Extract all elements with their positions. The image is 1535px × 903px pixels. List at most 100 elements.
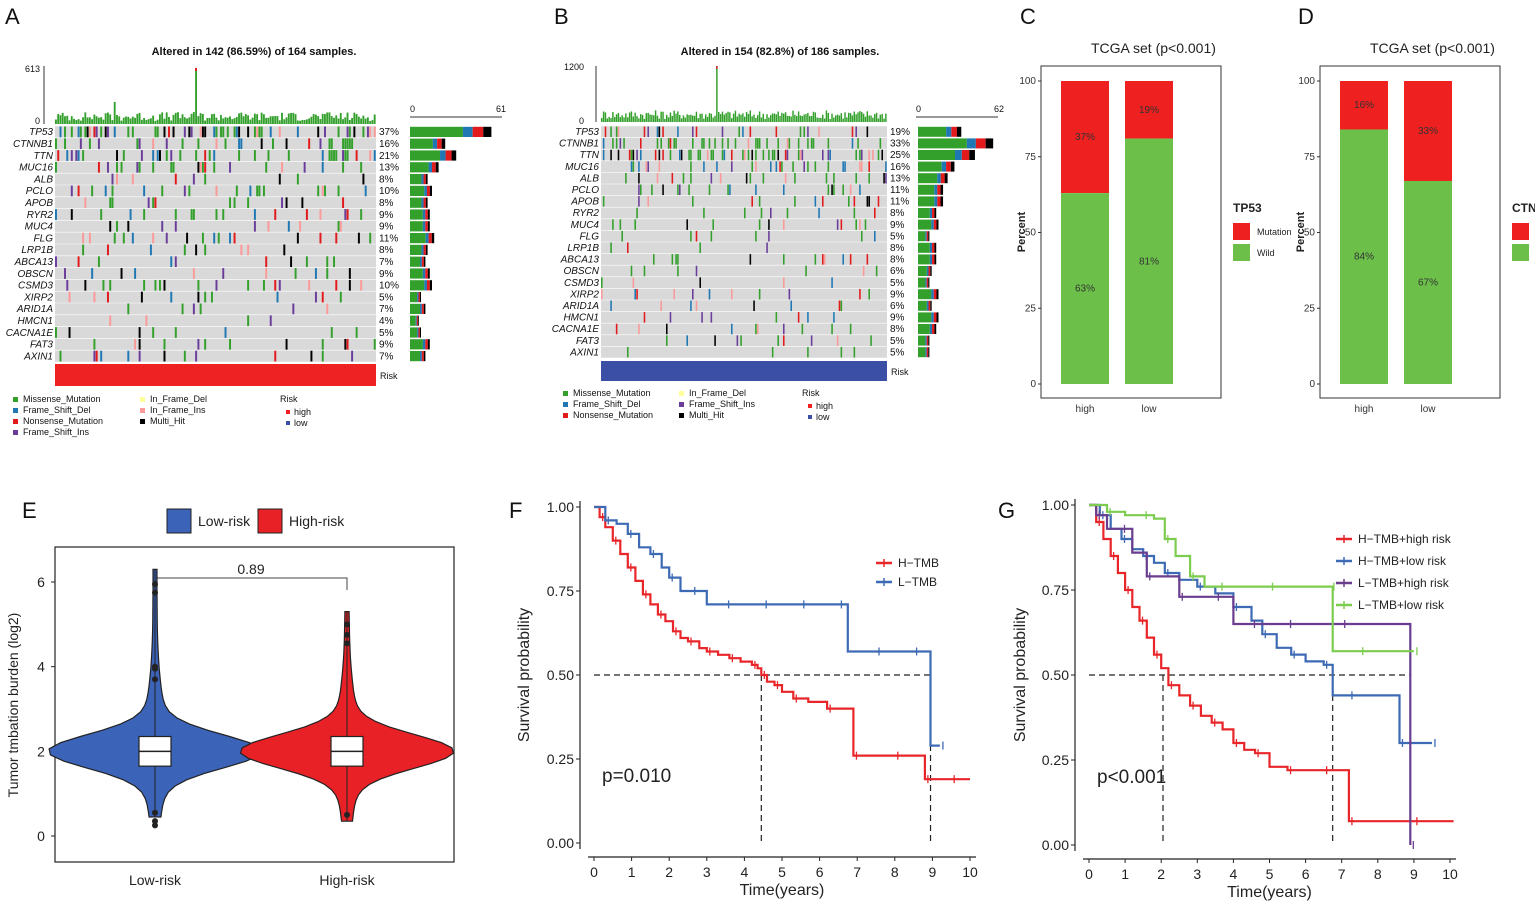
gene-count-multihit	[419, 327, 421, 338]
mutation-cell	[634, 219, 636, 230]
gene-count-nonsense	[932, 208, 935, 218]
gene-label: FLG	[34, 233, 54, 244]
tmb-bar	[149, 118, 152, 124]
tmb-bar	[686, 114, 688, 122]
mutation-cell	[88, 126, 91, 138]
gene-count-multihit	[928, 347, 930, 358]
mutation-cell	[276, 291, 279, 303]
mutation-cell	[233, 232, 236, 244]
legend-label: In_Frame_Del	[689, 388, 746, 398]
mutation-cell	[833, 172, 835, 184]
mutation-cell	[91, 185, 94, 197]
gene-count-multihit	[928, 277, 930, 288]
km-curve	[594, 505, 940, 747]
mutation-cell	[861, 230, 863, 242]
mutation-cell	[623, 138, 625, 149]
gene-count-multihit	[934, 208, 937, 218]
mutation-cell	[220, 126, 222, 138]
mutation-cell	[267, 220, 270, 232]
gene-count-nonsense	[425, 221, 428, 232]
mutation-cell	[656, 172, 659, 184]
mutation-cell	[755, 323, 757, 335]
gene-percentage: 5%	[890, 278, 905, 289]
mutation-cell	[215, 279, 218, 291]
mutation-cell	[104, 185, 107, 197]
gene-count-multihit	[930, 266, 932, 276]
mutation-cell	[751, 196, 753, 207]
x-tick-label: 7	[1338, 866, 1346, 882]
tmb-bar	[872, 117, 874, 122]
tmb-bar	[229, 116, 231, 124]
tmb-bar	[608, 116, 610, 122]
mutation-cell	[215, 126, 218, 138]
tmb-bar	[714, 115, 716, 122]
tmb-bar	[690, 114, 692, 122]
gene-label: AXIN1	[569, 347, 599, 358]
tmb-bar	[777, 111, 779, 122]
mutation-cell	[825, 172, 828, 184]
mutation-cell	[66, 279, 69, 291]
gene-count-missense	[918, 324, 930, 334]
mutation-cell	[93, 338, 96, 350]
gene-label: CSMD3	[18, 281, 53, 292]
mutation-cell	[181, 303, 184, 315]
bar-mutation	[1340, 81, 1388, 130]
gene-count-missense	[918, 300, 927, 311]
gene-count-nonsense	[432, 162, 436, 173]
mutation-cell	[213, 161, 216, 173]
mutation-cell	[799, 126, 802, 138]
gene-count-missense	[918, 312, 932, 323]
gene-percentage: 19%	[890, 127, 910, 138]
mutation-cell	[885, 172, 887, 184]
mutation-cell	[140, 150, 143, 161]
legend-swatch	[13, 419, 18, 424]
gene-percentage: 9%	[379, 269, 394, 280]
mutation-cell	[346, 126, 349, 138]
mutation-cell	[849, 323, 852, 335]
mutation-cell	[801, 323, 804, 335]
gene-count-bars	[918, 126, 994, 358]
mutation-cell	[333, 256, 336, 268]
gene-percentage: 16%	[890, 162, 910, 173]
tmb-bar	[330, 116, 333, 124]
mutation-cell	[100, 126, 103, 138]
tmb-bar	[710, 113, 713, 122]
gene-count-frameshift	[421, 244, 424, 255]
mutation-cell	[355, 150, 358, 161]
risk-annotation-bar	[55, 364, 376, 386]
gene-count-missense	[410, 233, 426, 244]
mutation-cell	[351, 350, 354, 362]
mutation-cell	[885, 161, 887, 172]
outlier-point	[344, 811, 350, 818]
mutation-cell	[170, 161, 173, 173]
gene-count-frameshift	[417, 327, 419, 338]
mutation-cell	[278, 126, 281, 138]
x-tick-label: Low-risk	[129, 872, 182, 888]
mutation-cell	[346, 338, 349, 350]
gene-percentage: 6%	[890, 301, 905, 312]
mutation-cell	[122, 232, 125, 244]
mutation-cell	[213, 126, 216, 138]
gene-percentage: 5%	[379, 292, 394, 303]
mutation-cell	[799, 149, 802, 161]
mutation-cell	[747, 138, 750, 149]
mutation-cell	[714, 138, 716, 149]
gene-count-nonsense	[937, 184, 941, 195]
mutation-cell	[222, 126, 225, 138]
legend-label: Frame_Shift_Ins	[689, 399, 756, 409]
tmb-bar	[758, 111, 761, 122]
mutation-cell	[154, 126, 157, 138]
mutation-cell	[303, 161, 306, 173]
gene-label: MUC4	[25, 222, 54, 233]
mutation-cell	[70, 150, 73, 161]
tmb-bar	[222, 118, 225, 124]
mutation-cell	[755, 184, 757, 196]
tmb-bar	[127, 116, 130, 124]
mutation-cell	[84, 126, 87, 138]
mutation-cell	[308, 138, 311, 150]
mutation-cell	[335, 279, 338, 291]
mutation-cell	[82, 150, 85, 161]
mutation-cell	[638, 161, 640, 172]
mutation-cell	[210, 291, 213, 303]
mutation-cell	[692, 138, 694, 149]
